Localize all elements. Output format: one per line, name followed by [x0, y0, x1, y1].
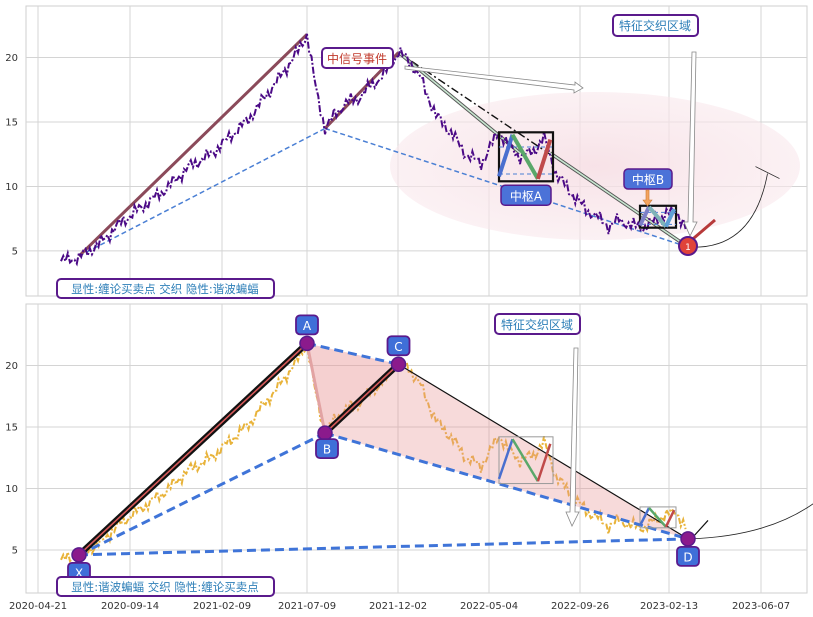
top-ytick-15: 15: [5, 118, 18, 129]
x-tick-label-4: 2021-12-02: [369, 601, 427, 612]
down-stroke-2: [549, 152, 689, 248]
caption-bottom-box: 显性:谐波蝙蝠 交织 隐性:缠论买卖点: [56, 576, 275, 597]
zone-label-box-bottom: 特征交织区域: [494, 313, 581, 335]
a-b-leg: [305, 343, 327, 434]
zhongshu-b-label: 中枢B: [632, 172, 664, 187]
x-tick-label-3: 2021-07-09: [278, 601, 336, 612]
point-b-label-box: [315, 438, 339, 460]
bottom-ytick-15: 15: [5, 422, 18, 433]
zone-label-top: 特征交织区域: [619, 18, 691, 33]
signal-marker: 1: [678, 236, 698, 256]
caption-top-box: 显性:缠论买卖点 交织 隐性:谐波蝙蝠: [56, 278, 275, 299]
top-ytick-10: 10: [5, 182, 18, 193]
zhongshu-a-label-box: [500, 184, 552, 207]
zhongshu-a-ghost-stroke-1: [497, 438, 514, 480]
x-tick-label-7: 2023-02-13: [640, 601, 698, 612]
point-c-marker: [390, 356, 407, 373]
x-tick-label-1: 2020-09-14: [101, 601, 159, 612]
x-tick-label-8: 2023-06-07: [732, 601, 790, 612]
x-a-leg: [78, 342, 308, 556]
zhongshu-b-ghost-box: [639, 506, 677, 529]
signal-marker-text: 1: [685, 243, 691, 253]
x-b-dashed-line-bottom: [78, 431, 326, 557]
point-d-marker: [680, 531, 696, 547]
harmonic-triangle-abc: [307, 343, 399, 434]
bottom-ytick-10: 10: [5, 484, 18, 495]
x-b-dashed-line: [78, 127, 326, 257]
zhongshu-b-label-box: 中枢B: [623, 168, 673, 190]
zhongshu-b-ghost-stroke-1: [638, 507, 651, 527]
zone-label-box-top: 特征交织区域: [612, 14, 699, 37]
zhongshu-a-ghost-stroke-3: [536, 443, 552, 482]
zhongshu-b-stroke-2: [647, 205, 668, 228]
zone-arrow-top: [683, 51, 698, 237]
b-c-leg: [324, 363, 400, 434]
top-ytick-5: 5: [12, 246, 18, 257]
point-c-label-box: [386, 335, 411, 357]
zhongshu-a-stroke-2: [510, 133, 540, 180]
point-b-marker: [317, 425, 333, 441]
zhongshu-a-stroke-1: [497, 134, 515, 178]
up-stroke-1: [77, 33, 309, 258]
signal-label-box: 中信号事件: [321, 47, 394, 69]
final-up-stroke-bottom: [693, 520, 709, 537]
signal-arrow: [404, 65, 584, 94]
x-tick-label-2: 2021-02-09: [193, 601, 251, 612]
zhongshu-a-label: 中枢A: [510, 188, 543, 203]
projection-tick-top: [755, 166, 780, 179]
top-price-line: [60, 33, 687, 267]
highlight-ellipse: [390, 92, 800, 240]
point-a-marker: [299, 335, 315, 352]
projection-curve-top: [687, 173, 768, 248]
zhongshu-b-stroke-3: [664, 208, 677, 228]
a-c-dashed-line: [306, 341, 399, 366]
point-a-label-box: [295, 314, 319, 336]
x-tick-label-5: 2022-05-04: [460, 601, 518, 612]
zhongshu-b-stroke-1: [638, 206, 651, 227]
bottom-ytick-20: 20: [5, 361, 18, 372]
zhongshu-a-box: [497, 131, 555, 183]
x-d-dashed-line: [78, 537, 689, 557]
point-c-label: C: [394, 340, 402, 354]
point-d-label: D: [683, 550, 692, 564]
point-x-marker: [71, 547, 87, 563]
point-x-label: X: [75, 566, 83, 580]
b-d-dashed-line-bottom: [324, 431, 689, 541]
zhongshu-b-ghost-stroke-3: [664, 509, 676, 528]
top-ytick-20: 20: [5, 53, 18, 64]
zhongshu-b-ghost-stroke-2: [648, 507, 667, 528]
bottom-ytick-5: 5: [12, 545, 18, 556]
point-b-label: B: [323, 443, 331, 457]
zhongshu-a-stroke-3: [535, 139, 553, 180]
harmonic-triangle-bcd: [325, 364, 688, 539]
zhongshu-b-box: [638, 204, 678, 229]
signal-label: 中信号事件: [327, 51, 387, 66]
zhongshu-a-ghost-box: [498, 436, 554, 485]
zhongshu-a-ghost-stroke-2: [511, 438, 539, 482]
caption-bottom: 显性:谐波蝙蝠 交织 隐性:缠论买卖点: [71, 580, 259, 594]
projection-curve-bottom: [687, 503, 813, 540]
point-d-label-box: [676, 545, 700, 567]
x-tick-label-6: 2022-09-26: [551, 601, 609, 612]
zone-label-bottom: 特征交织区域: [501, 317, 573, 332]
point-a-label: A: [303, 319, 312, 333]
zone-arrow-bottom: [565, 347, 580, 527]
zhongshu-b-arrow: [642, 189, 653, 207]
bottom-panel: 5 10 15 20 2020-04-21 2020-09-14 2021-02-09 20…: [5, 303, 813, 612]
caption-top: 显性:缠论买卖点 交织 隐性:谐波蝙蝠: [71, 282, 259, 296]
x-tick-label-0: 2020-04-21: [9, 601, 67, 612]
